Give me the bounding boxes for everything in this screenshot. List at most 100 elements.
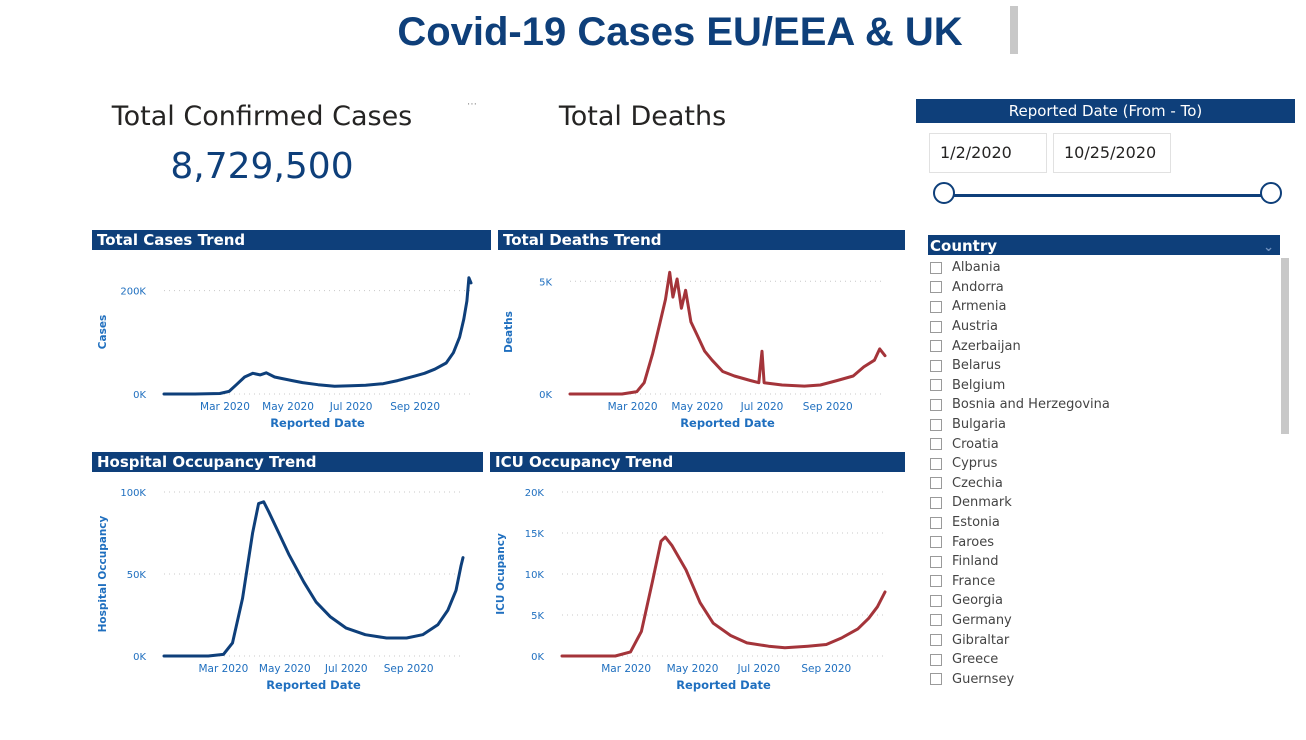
country-item[interactable]: Faroes	[928, 532, 1278, 552]
country-list-scrollbar[interactable]	[1281, 258, 1289, 434]
y-axis-label: Cases	[97, 315, 109, 349]
checkbox[interactable]	[930, 673, 942, 686]
country-item[interactable]: Georgia	[928, 591, 1278, 611]
checkbox[interactable]	[930, 340, 942, 353]
country-item[interactable]: Albania	[928, 258, 1278, 278]
checkbox[interactable]	[930, 438, 942, 451]
country-item[interactable]: Greece	[928, 650, 1278, 670]
country-label: Estonia	[952, 515, 1000, 531]
x-tick-label: Mar 2020	[200, 401, 250, 413]
checkbox[interactable]	[930, 477, 942, 490]
y-tick-label: 50K	[127, 570, 147, 581]
country-item[interactable]: Estonia	[928, 513, 1278, 533]
country-label: Greece	[952, 652, 999, 668]
loading-spinner-icon: ⋯	[467, 99, 477, 110]
country-item[interactable]: Armenia	[928, 297, 1278, 317]
x-tick-label: Mar 2020	[198, 663, 248, 675]
y-tick-label: 200K	[120, 287, 146, 298]
y-tick-label: 15K	[525, 529, 545, 540]
x-tick-label: Sep 2020	[801, 663, 851, 675]
date-slider-end-handle[interactable]	[1260, 182, 1282, 204]
country-item[interactable]: Azerbaijan	[928, 336, 1278, 356]
checkbox[interactable]	[930, 457, 942, 470]
x-tick-label: Jul 2020	[329, 401, 373, 413]
country-item[interactable]: Finland	[928, 552, 1278, 572]
checkbox[interactable]	[930, 496, 942, 509]
country-label: Belarus	[952, 358, 1001, 374]
x-tick-label: Sep 2020	[803, 401, 853, 413]
date-to-input[interactable]: 10/25/2020	[1053, 133, 1171, 173]
x-axis-label: Reported Date	[680, 416, 775, 430]
checkbox[interactable]	[930, 261, 942, 274]
country-item[interactable]: Croatia	[928, 434, 1278, 454]
series-line	[162, 276, 473, 396]
checkbox[interactable]	[930, 379, 942, 392]
checkbox[interactable]	[930, 300, 942, 313]
checkbox[interactable]	[930, 555, 942, 568]
country-item[interactable]: Bulgaria	[928, 415, 1278, 435]
checkbox[interactable]	[930, 575, 942, 588]
x-tick-label: Mar 2020	[608, 401, 658, 413]
y-axis-label: Hospital Occupancy	[97, 515, 109, 632]
checkbox[interactable]	[930, 536, 942, 549]
country-label: Faroes	[952, 534, 995, 550]
chart-title: Total Deaths Trend	[498, 230, 905, 250]
chevron-down-icon[interactable]: ⌄	[1263, 240, 1274, 255]
checkbox[interactable]	[930, 320, 942, 333]
country-item[interactable]: Belgium	[928, 376, 1278, 396]
country-item[interactable]: Germany	[928, 611, 1278, 631]
date-slider-start-handle[interactable]	[933, 182, 955, 204]
x-tick-label: May 2020	[262, 401, 314, 413]
chart-title: Hospital Occupancy Trend	[92, 452, 483, 472]
country-label: Azerbaijan	[952, 338, 1021, 354]
country-item[interactable]: Czechia	[928, 474, 1278, 494]
kpi-cases-value: 8,729,500	[170, 146, 354, 187]
date-slider-track[interactable]	[946, 194, 1272, 197]
country-label: Albania	[952, 260, 1001, 276]
kpi-cases-label: Total Confirmed Cases	[111, 101, 413, 132]
country-label: Andorra	[952, 279, 1004, 295]
country-list: Albania Andorra Armenia Austria Azerbaijan Be…	[928, 258, 1278, 689]
y-tick-label: 100K	[120, 488, 146, 499]
country-item[interactable]: Bosnia and Herzegovina	[928, 395, 1278, 415]
y-tick-label: 0K	[531, 652, 544, 663]
checkbox[interactable]	[930, 359, 942, 372]
checkbox[interactable]	[930, 653, 942, 666]
hospital-occupancy-plot: 0K 50K 100K Mar 2020 May 2020 Jul 2020 Sep 202…	[97, 488, 465, 692]
country-item[interactable]: France	[928, 572, 1278, 592]
x-tick-label: Mar 2020	[601, 663, 651, 675]
country-slicer-title: Country	[930, 237, 998, 255]
chart-title: Total Cases Trend	[92, 230, 491, 250]
country-label: Denmark	[952, 495, 1012, 511]
cases-trend-chart[interactable]: Total Cases Trend 0K 200K Mar 2020 May 2020…	[92, 230, 491, 430]
checkbox[interactable]	[930, 398, 942, 411]
x-tick-label: Jul 2020	[736, 663, 780, 675]
country-item[interactable]: Austria	[928, 317, 1278, 337]
series-line	[162, 500, 465, 658]
hospital-occupancy-chart[interactable]: Hospital Occupancy Trend 0K 50K 100K Mar 20…	[92, 452, 483, 692]
deaths-trend-plot: 0K 5K Mar 2020 May 2020 Jul 2020 Sep 2020 Repo…	[503, 270, 887, 430]
country-item[interactable]: Guernsey	[928, 669, 1278, 689]
icu-occupancy-chart[interactable]: ICU Occupancy Trend 0K 5K 10K 15K 20K Mar 202…	[490, 452, 905, 692]
country-label: Georgia	[952, 593, 1003, 609]
country-item[interactable]: Belarus	[928, 356, 1278, 376]
country-item[interactable]: Andorra	[928, 278, 1278, 298]
title-divider	[1010, 6, 1018, 54]
country-item[interactable]: Cyprus	[928, 454, 1278, 474]
x-axis-label: Reported Date	[676, 678, 771, 692]
checkbox[interactable]	[930, 418, 942, 431]
checkbox[interactable]	[930, 634, 942, 647]
deaths-trend-chart[interactable]: Total Deaths Trend 0K 5K Mar 2020 May 2020 J…	[498, 230, 905, 430]
checkbox[interactable]	[930, 516, 942, 529]
checkbox[interactable]	[930, 614, 942, 627]
country-item[interactable]: Denmark	[928, 493, 1278, 513]
checkbox[interactable]	[930, 281, 942, 294]
country-item[interactable]: Gibraltar	[928, 630, 1278, 650]
y-tick-label: 0K	[133, 390, 146, 401]
date-from-input[interactable]: 1/2/2020	[929, 133, 1047, 173]
country-label: Bosnia and Herzegovina	[952, 397, 1110, 413]
y-tick-label: 5K	[531, 611, 544, 622]
checkbox[interactable]	[930, 594, 942, 607]
y-tick-label: 0K	[133, 652, 146, 663]
country-label: Croatia	[952, 436, 999, 452]
